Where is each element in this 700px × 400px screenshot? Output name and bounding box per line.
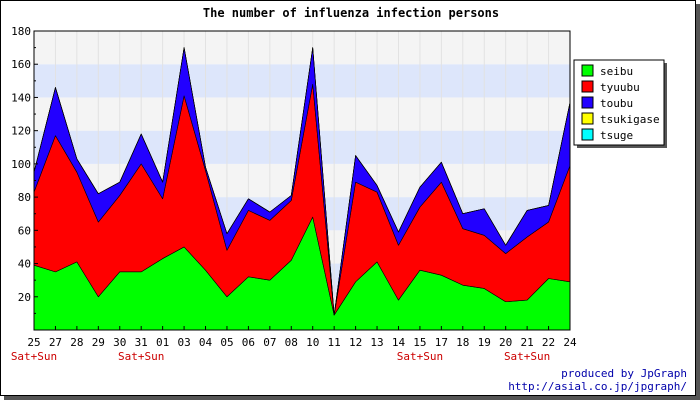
x-tick-label: 17 xyxy=(435,336,448,349)
x-tick-label: 19 xyxy=(478,336,491,349)
x-tick-label: 18 xyxy=(456,336,469,349)
y-tick-label: 60 xyxy=(18,224,31,237)
y-tick-label: 80 xyxy=(18,191,31,204)
influenza-chart: The number of influenza infection person… xyxy=(11,6,687,393)
x-tick-label: 21 xyxy=(520,336,533,349)
x-tick-label: 24 xyxy=(563,336,577,349)
y-tick-label: 40 xyxy=(18,258,31,271)
weekend-label: Sat+Sun xyxy=(11,350,57,363)
x-tick-label: 29 xyxy=(92,336,105,349)
x-tick-label: 12 xyxy=(349,336,362,349)
grid-band xyxy=(34,64,570,98)
legend-swatch-toubu xyxy=(581,96,594,109)
legend-label-tyuubu: tyuubu xyxy=(600,81,640,94)
legend-swatch-tsuge xyxy=(581,128,594,141)
legend-swatch-tyuubu xyxy=(581,80,594,93)
x-tick-label: 31 xyxy=(135,336,148,349)
y-tick-label: 140 xyxy=(11,91,31,104)
x-tick-label: 04 xyxy=(199,336,213,349)
x-tick-label: 25 xyxy=(27,336,40,349)
x-tick-label: 30 xyxy=(113,336,126,349)
weekend-label: Sat+Sun xyxy=(397,350,443,363)
x-tick-label: 03 xyxy=(177,336,190,349)
x-tick-label: 10 xyxy=(306,336,319,349)
legend-label-tsukigase: tsukigase xyxy=(600,113,660,126)
credit-line-2[interactable]: http://asial.co.jp/jpgraph/ xyxy=(508,380,687,393)
x-tick-label: 20 xyxy=(499,336,512,349)
legend-label-tsuge: tsuge xyxy=(600,129,633,142)
x-tick-label: 14 xyxy=(392,336,406,349)
y-tick-label: 100 xyxy=(11,158,31,171)
credit-line-1: produced by JpGraph xyxy=(561,367,687,380)
y-tick-label: 160 xyxy=(11,58,31,71)
x-tick-label: 01 xyxy=(156,336,169,349)
grid-band xyxy=(34,31,570,65)
y-tick-label: 20 xyxy=(18,291,31,304)
legend-swatch-seibu xyxy=(581,64,594,77)
legend: seibu tyuubu toubu tsukigase tsuge xyxy=(573,59,667,148)
x-tick-label: 08 xyxy=(285,336,298,349)
x-tick-label: 22 xyxy=(542,336,555,349)
x-tick-label: 15 xyxy=(413,336,426,349)
legend-label-seibu: seibu xyxy=(600,65,633,78)
x-tick-label: 06 xyxy=(242,336,255,349)
x-tick-label: 11 xyxy=(328,336,341,349)
legend-label-toubu: toubu xyxy=(600,97,633,110)
chart-title: The number of influenza infection person… xyxy=(203,6,499,20)
x-tick-label: 28 xyxy=(70,336,83,349)
x-tick-label: 05 xyxy=(220,336,233,349)
y-tick-label: 120 xyxy=(11,125,31,138)
weekend-label: Sat+Sun xyxy=(504,350,550,363)
y-tick-label: 180 xyxy=(11,25,31,38)
x-tick-label: 27 xyxy=(49,336,62,349)
weekend-label: Sat+Sun xyxy=(118,350,164,363)
x-tick-label: 13 xyxy=(370,336,383,349)
legend-swatch-tsukigase xyxy=(581,112,594,125)
x-tick-label: 07 xyxy=(263,336,276,349)
